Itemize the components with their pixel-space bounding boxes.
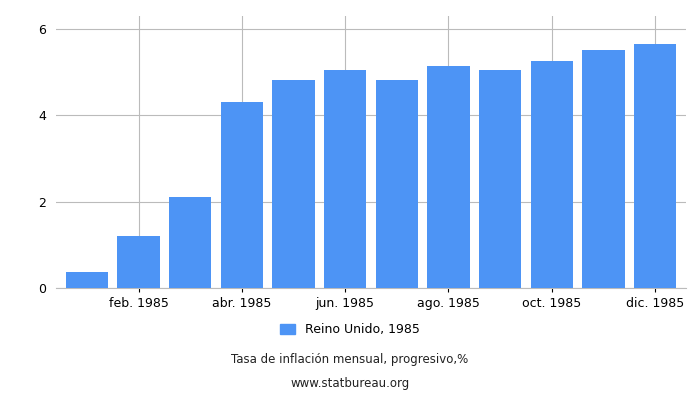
Bar bbox=[634, 44, 676, 288]
Bar bbox=[169, 197, 211, 288]
Bar bbox=[427, 66, 470, 288]
Bar bbox=[118, 236, 160, 288]
Legend: Reino Unido, 1985: Reino Unido, 1985 bbox=[275, 318, 425, 341]
Text: Tasa de inflación mensual, progresivo,%: Tasa de inflación mensual, progresivo,% bbox=[232, 354, 468, 366]
Text: www.statbureau.org: www.statbureau.org bbox=[290, 378, 410, 390]
Bar bbox=[324, 70, 366, 288]
Bar bbox=[582, 50, 624, 288]
Bar bbox=[66, 272, 108, 288]
Bar bbox=[272, 80, 315, 288]
Bar bbox=[531, 61, 573, 288]
Bar bbox=[376, 80, 418, 288]
Bar bbox=[220, 102, 263, 288]
Bar bbox=[479, 70, 522, 288]
